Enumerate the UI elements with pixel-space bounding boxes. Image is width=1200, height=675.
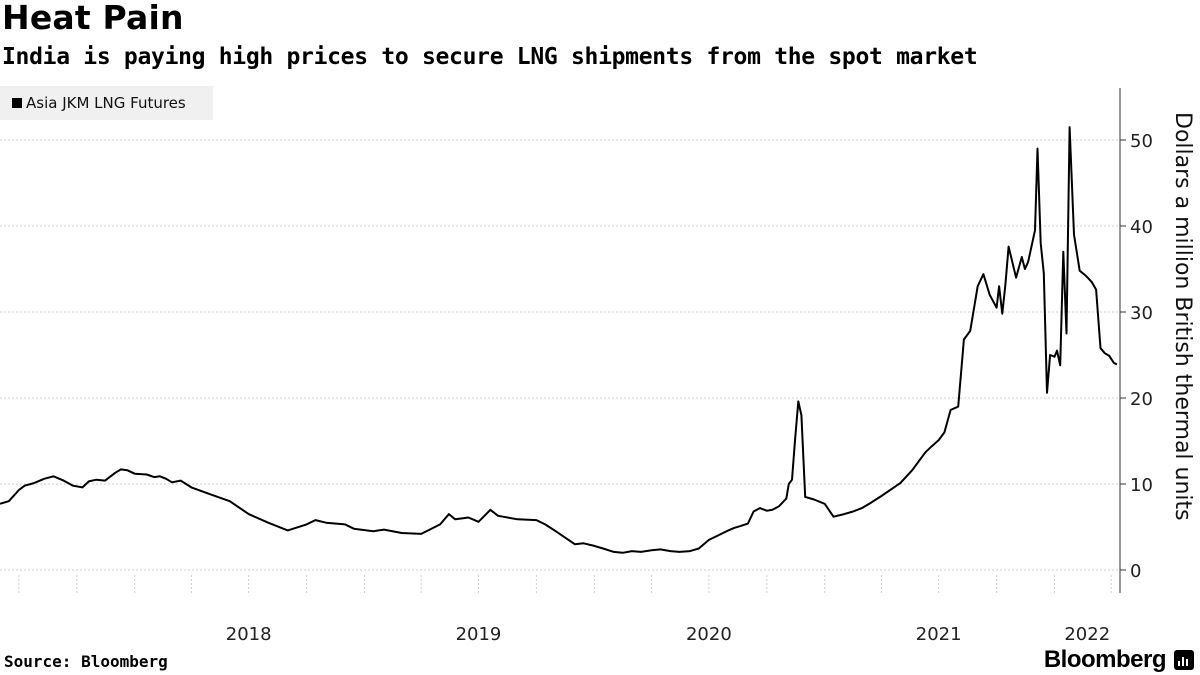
x-tick-label: 2019: [456, 624, 502, 645]
source-note: Source: Bloomberg: [4, 652, 168, 671]
y-tick-label: 50: [1130, 131, 1153, 152]
chart-title: Heat Pain: [2, 0, 184, 37]
y-tick-label: 30: [1130, 303, 1153, 324]
bloomberg-terminal-icon: [1174, 650, 1194, 670]
x-tick-label: 2018: [226, 624, 272, 645]
brand-logo: Bloomberg: [1043, 646, 1167, 673]
x-tick-label: 2021: [916, 624, 962, 645]
x-tick-label: 2022: [1064, 624, 1110, 645]
legend-swatch: [12, 98, 22, 108]
legend: Asia JKM LNG Futures: [0, 86, 213, 120]
y-axis-title: Dollars a million British thermal units: [1170, 112, 1195, 521]
chart-subtitle: India is paying high prices to secure LN…: [2, 44, 978, 70]
y-tick-label: 10: [1130, 475, 1153, 496]
y-tick-label: 20: [1130, 389, 1153, 410]
series-line-jkm: [0, 126, 1118, 554]
y-tick-label: 0: [1130, 561, 1141, 582]
legend-label: Asia JKM LNG Futures: [26, 94, 186, 112]
x-tick-label: 2020: [686, 624, 732, 645]
y-tick-label: 40: [1130, 217, 1153, 238]
